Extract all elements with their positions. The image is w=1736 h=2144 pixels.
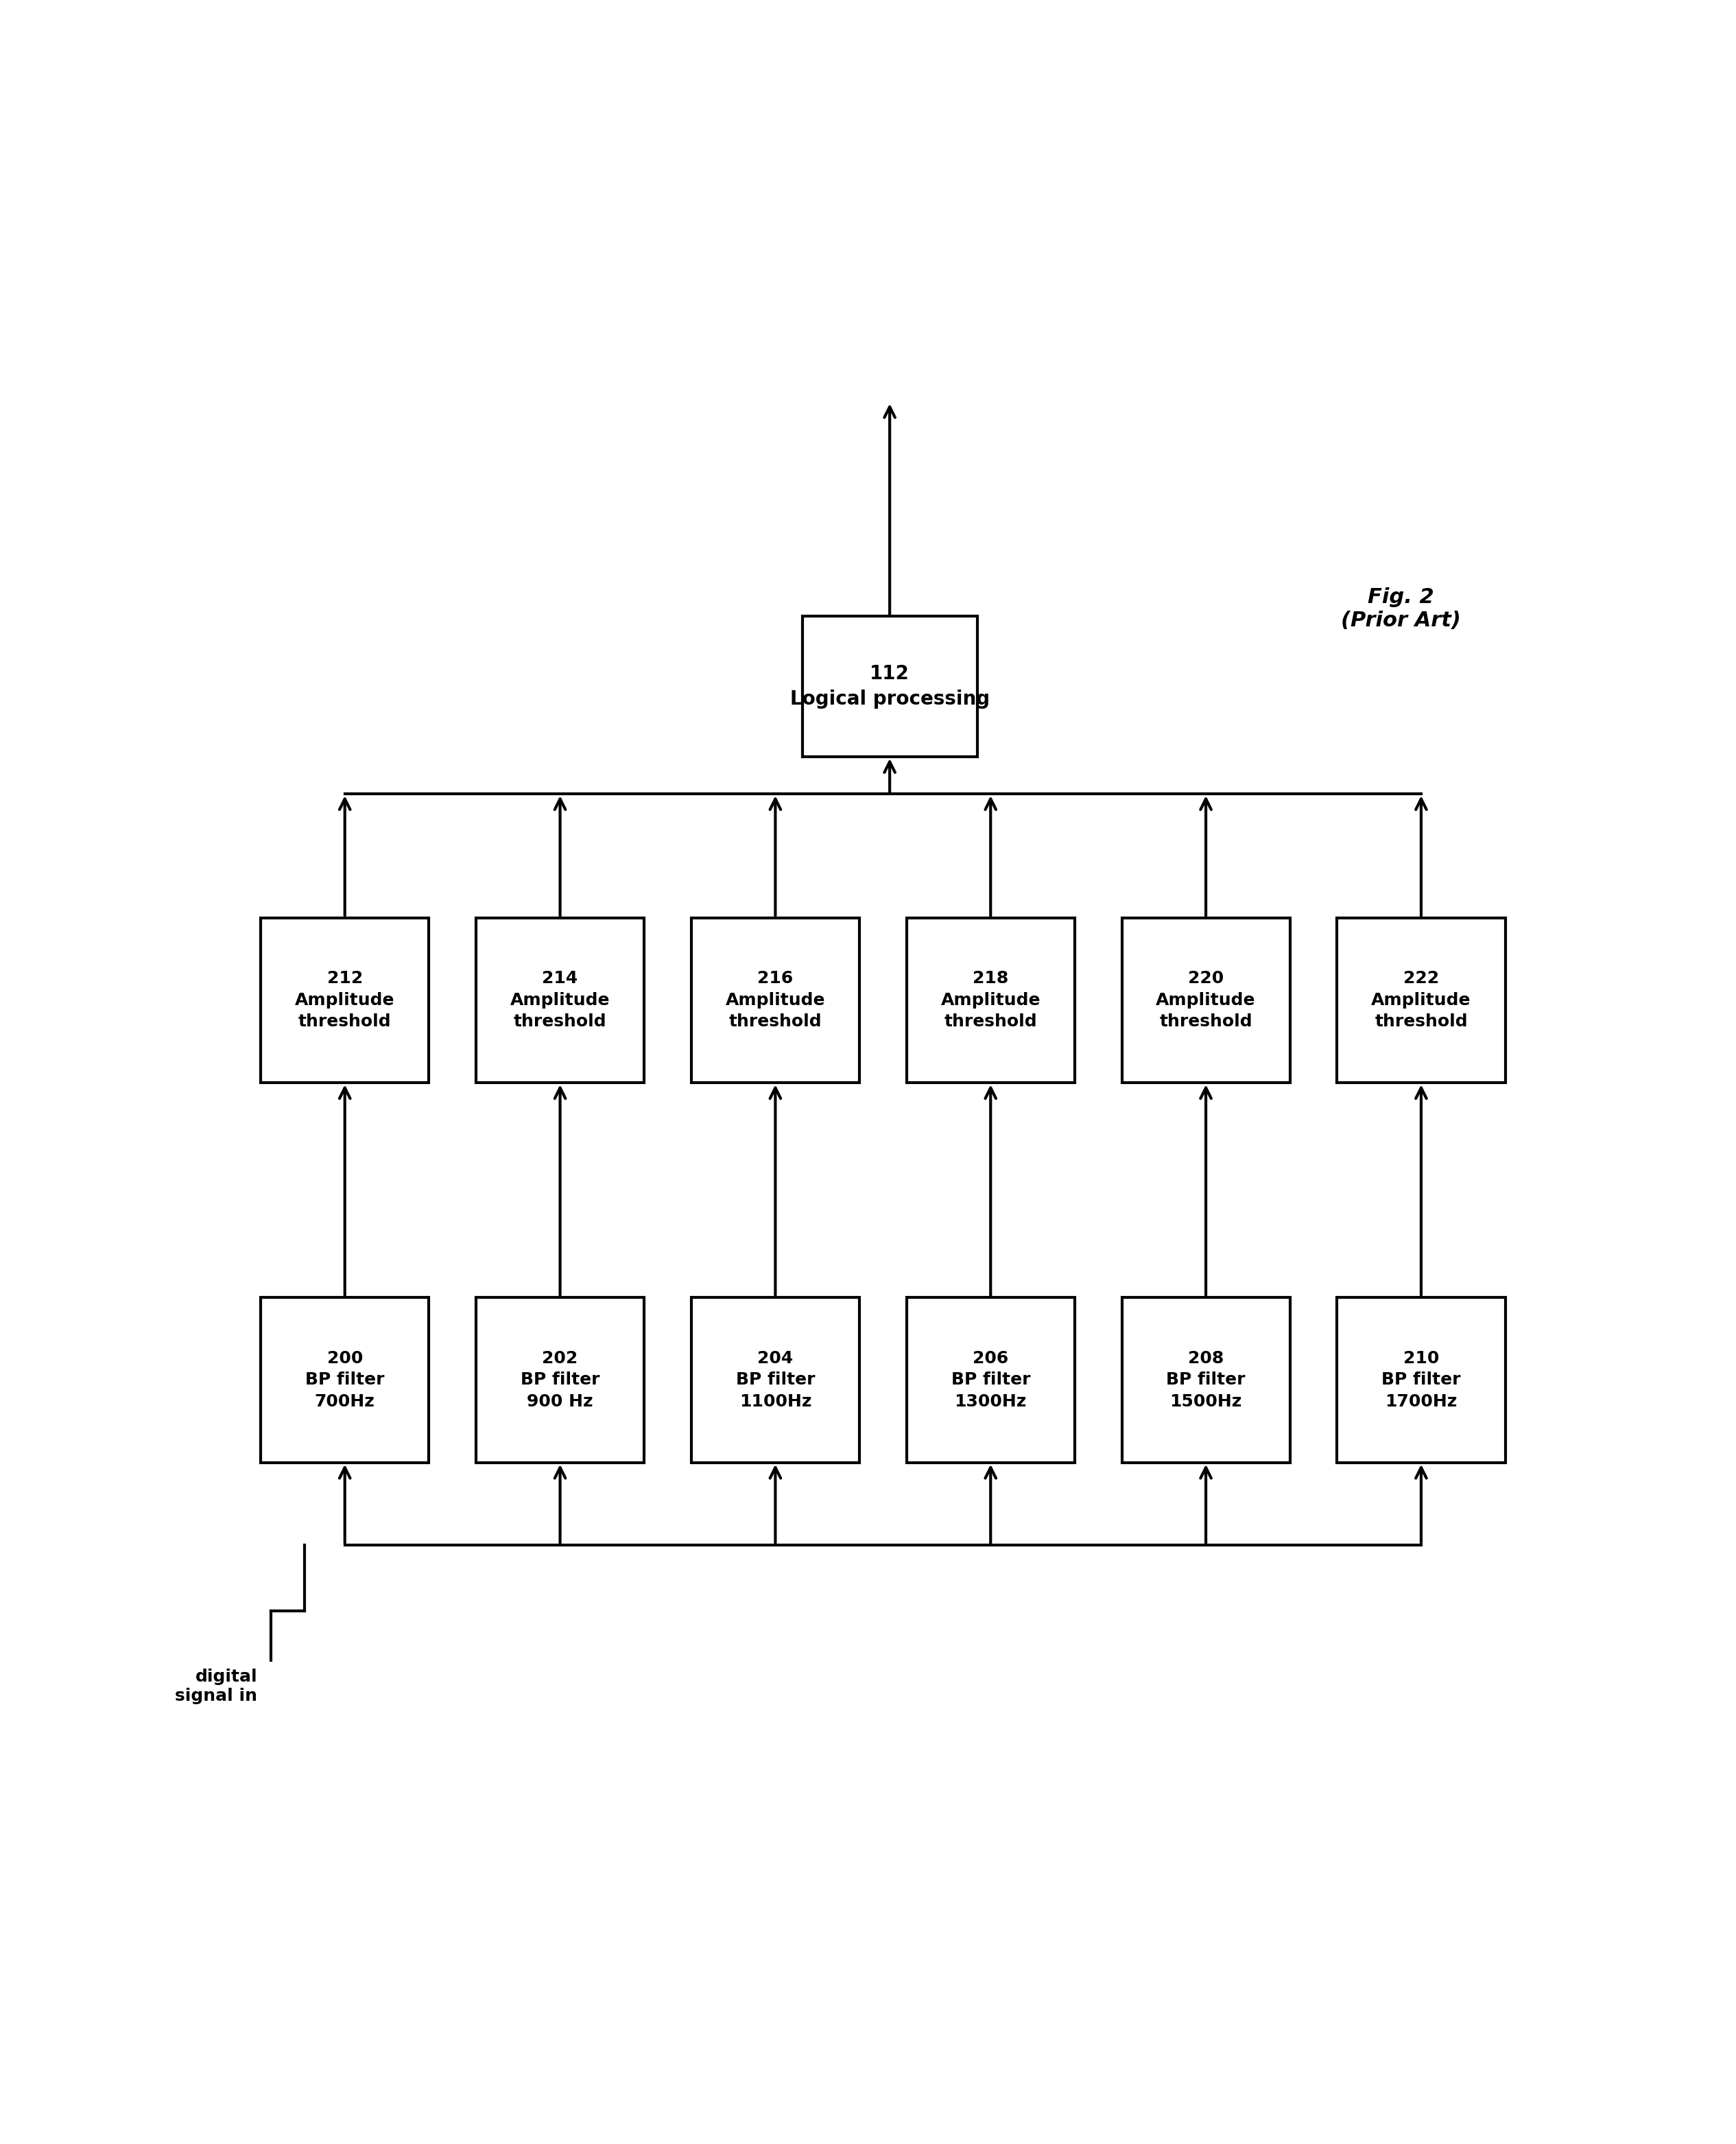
- Bar: [691, 1297, 859, 1462]
- Text: 202
BP filter
900 Hz: 202 BP filter 900 Hz: [521, 1351, 599, 1411]
- Bar: [906, 1297, 1075, 1462]
- Bar: [1121, 918, 1290, 1083]
- Text: 210
BP filter
1700Hz: 210 BP filter 1700Hz: [1382, 1351, 1460, 1411]
- Text: 214
Amplitude
threshold: 214 Amplitude threshold: [510, 971, 609, 1029]
- Text: 212
Amplitude
threshold: 212 Amplitude threshold: [295, 971, 394, 1029]
- Bar: [906, 918, 1075, 1083]
- Text: 200
BP filter
700Hz: 200 BP filter 700Hz: [306, 1351, 384, 1411]
- Bar: [802, 615, 977, 757]
- Bar: [476, 918, 644, 1083]
- Text: 112
Logical processing: 112 Logical processing: [790, 665, 990, 710]
- Bar: [260, 918, 429, 1083]
- Bar: [1337, 918, 1505, 1083]
- Text: 206
BP filter
1300Hz: 206 BP filter 1300Hz: [951, 1351, 1029, 1411]
- Bar: [1121, 1297, 1290, 1462]
- Text: Fig. 2
(Prior Art): Fig. 2 (Prior Art): [1340, 587, 1462, 630]
- Text: digital
signal in: digital signal in: [175, 1668, 257, 1704]
- Bar: [260, 1297, 429, 1462]
- Bar: [476, 1297, 644, 1462]
- Bar: [1337, 1297, 1505, 1462]
- Text: 220
Amplitude
threshold: 220 Amplitude threshold: [1156, 971, 1255, 1029]
- Text: 204
BP filter
1100Hz: 204 BP filter 1100Hz: [736, 1351, 814, 1411]
- Text: 222
Amplitude
threshold: 222 Amplitude threshold: [1371, 971, 1470, 1029]
- Text: 216
Amplitude
threshold: 216 Amplitude threshold: [726, 971, 825, 1029]
- Text: 218
Amplitude
threshold: 218 Amplitude threshold: [941, 971, 1040, 1029]
- Bar: [691, 918, 859, 1083]
- Text: 208
BP filter
1500Hz: 208 BP filter 1500Hz: [1167, 1351, 1245, 1411]
